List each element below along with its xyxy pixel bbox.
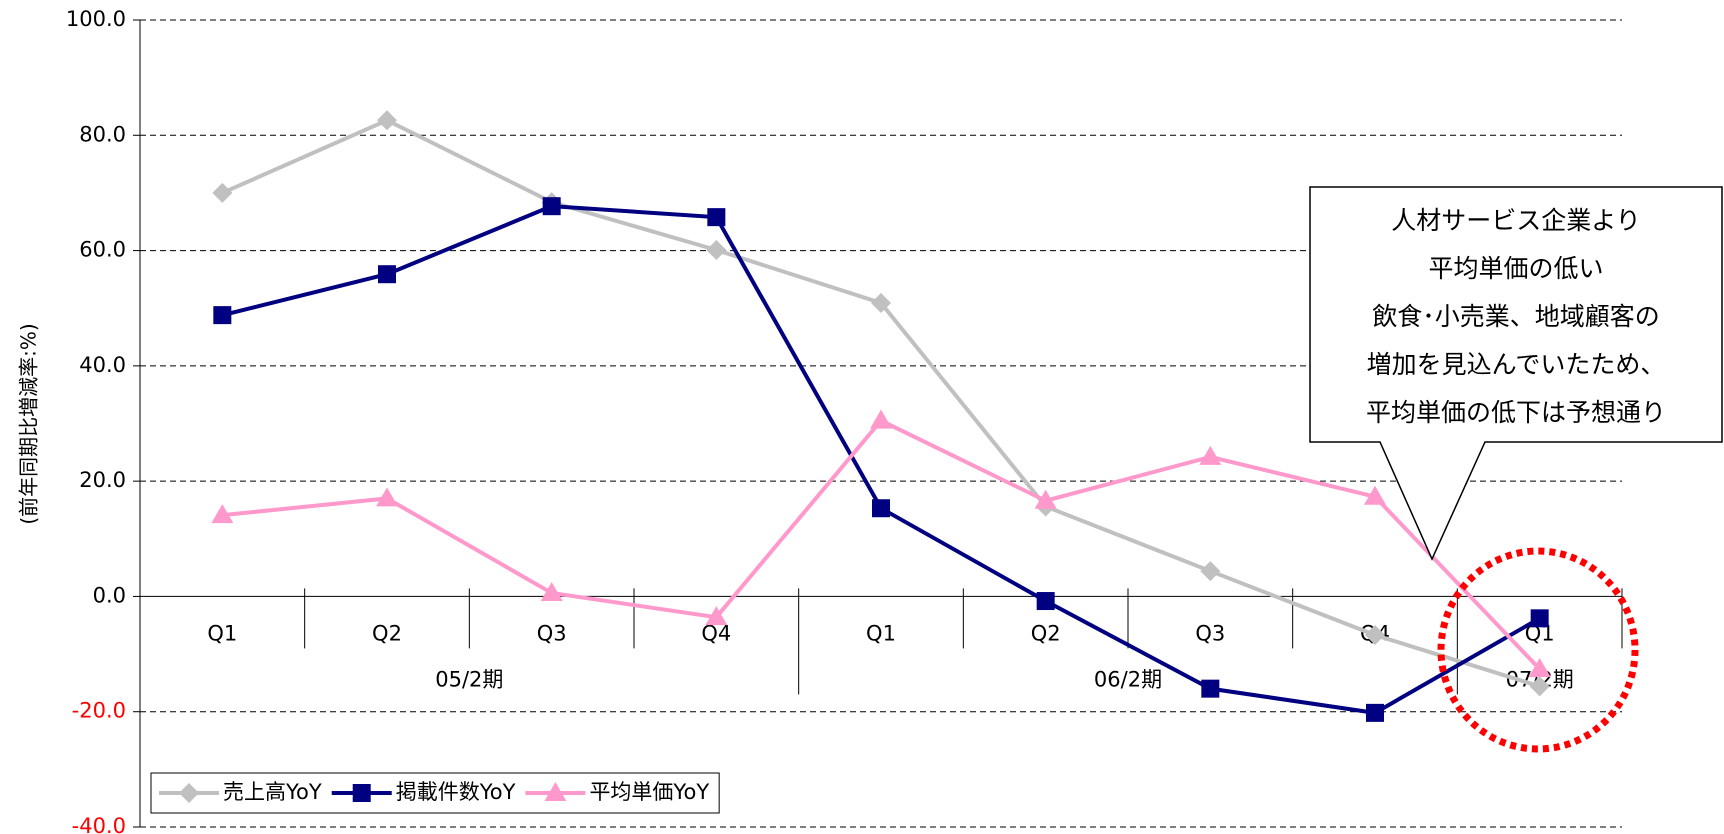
marker	[213, 306, 232, 325]
x-tick-label: Q1	[866, 621, 896, 645]
marker	[542, 197, 561, 216]
marker	[1365, 625, 1385, 646]
callout	[1309, 186, 1723, 561]
legend-label: 掲載件数YoY	[396, 780, 516, 804]
y-tick-label: 60.0	[79, 238, 126, 262]
marker	[211, 504, 234, 524]
marker	[1036, 592, 1055, 611]
marker	[1364, 485, 1386, 505]
marker	[179, 783, 199, 803]
marker	[707, 208, 726, 227]
highlight-circle	[1437, 547, 1639, 753]
y-tick-label: 40.0	[79, 353, 126, 377]
marker	[1529, 676, 1550, 697]
legend-label: 平均単価YoY	[589, 780, 709, 804]
annotation-text: 平均単価の低い	[1428, 254, 1603, 283]
marker	[376, 487, 398, 507]
marker	[377, 110, 397, 131]
marker	[1199, 445, 1222, 465]
marker	[1530, 609, 1549, 628]
legend-label: 売上高YoY	[223, 780, 322, 804]
annotation-text: 増加を見込んでいたため、	[1367, 350, 1666, 379]
marker	[540, 581, 563, 601]
marker	[706, 239, 727, 260]
marker	[212, 182, 233, 203]
group-label: 06/2期	[1094, 667, 1162, 691]
marker	[378, 265, 396, 284]
marker	[1528, 658, 1551, 678]
marker	[872, 499, 890, 518]
group-label: 05/2期	[435, 667, 503, 691]
marker	[1201, 679, 1220, 698]
y-tick-label: 0.0	[93, 583, 126, 607]
legend-box	[150, 772, 720, 814]
x-tick-label: Q4	[701, 621, 731, 645]
x-tick-label: Q3	[537, 621, 567, 645]
legend: 売上高YoY 掲載件数YoY 平均単価YoY	[150, 772, 720, 814]
y-tick-label: -20.0	[72, 699, 126, 723]
y-tick-label: 80.0	[79, 122, 126, 146]
marker	[1034, 489, 1057, 509]
y-tick-label: 100.0	[66, 7, 126, 31]
marker	[705, 606, 728, 626]
annotation-text: 人材サービス企業より	[1391, 206, 1641, 235]
marker	[870, 409, 892, 429]
x-tick-label: Q3	[1195, 621, 1225, 645]
y-tick-label: 20.0	[79, 468, 126, 492]
x-tick-label: Q1	[207, 621, 237, 645]
y-tick-label: -40.0	[72, 814, 126, 834]
marker	[352, 784, 371, 802]
marker	[1200, 561, 1221, 582]
marker	[1366, 703, 1384, 722]
annotation-text: 平均単価の低下は予想通り	[1366, 398, 1666, 427]
x-tick-label: Q2	[372, 621, 402, 645]
x-tick-label: Q2	[1031, 621, 1061, 645]
marker	[871, 293, 891, 314]
marker	[544, 782, 567, 801]
y-axis-label: (前年同期比増減率:%)	[17, 323, 41, 524]
annotation-text: 飲食･小売業、地域顧客の	[1372, 302, 1660, 331]
